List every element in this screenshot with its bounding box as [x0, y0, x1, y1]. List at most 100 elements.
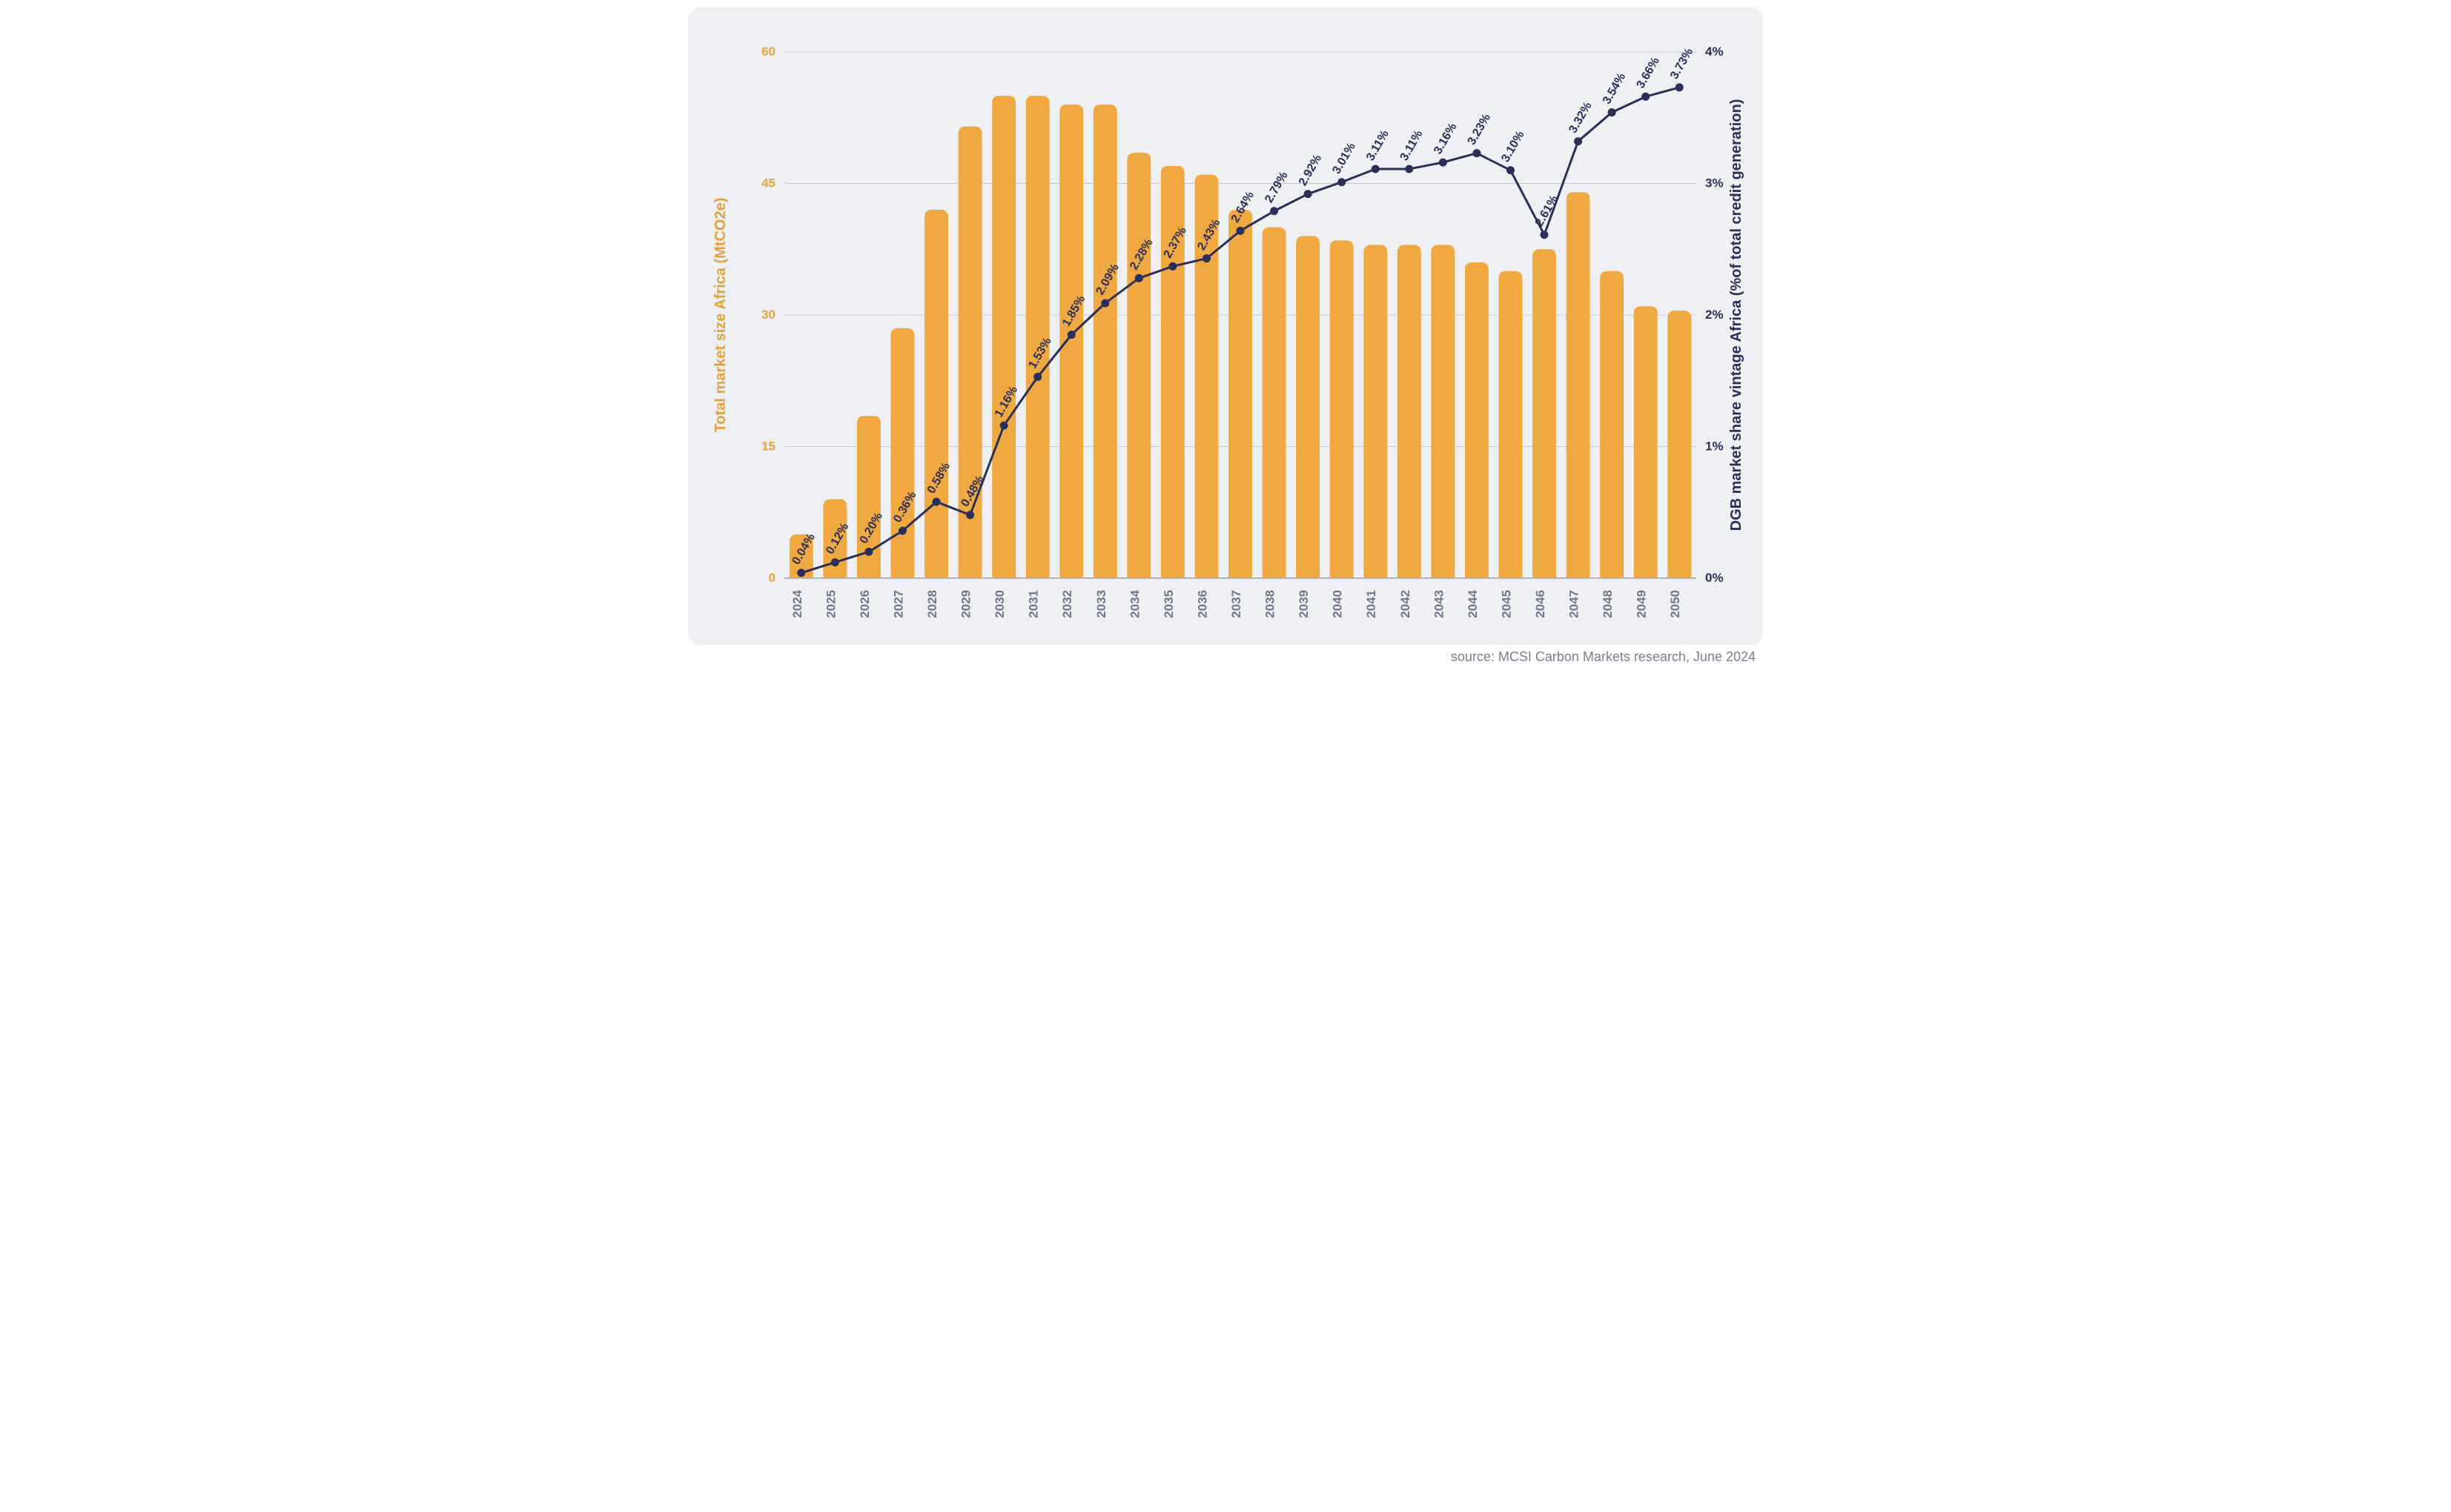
svg-text:60: 60 — [761, 44, 775, 59]
line-marker — [831, 559, 838, 566]
x-tick-label: 2025 — [824, 590, 838, 618]
bar — [1667, 311, 1691, 578]
x-tick-label: 2030 — [993, 590, 1007, 618]
bar — [1363, 245, 1387, 578]
bar — [1330, 240, 1354, 578]
x-tick-label: 2029 — [959, 590, 973, 618]
line-marker — [1304, 190, 1312, 198]
x-tick-label: 2044 — [1466, 589, 1480, 617]
bar — [1532, 249, 1556, 578]
bar — [992, 96, 1016, 578]
chart-card: 0153045600%1%2%3%4%0.04%0.12%0.20%0.36%0… — [688, 7, 1763, 645]
x-tick-label: 2034 — [1128, 589, 1142, 617]
data-label: 3.73% — [1668, 46, 1696, 82]
line-marker — [899, 527, 906, 534]
line-marker — [1575, 138, 1582, 145]
line-marker — [1102, 299, 1109, 307]
svg-text:0%: 0% — [1705, 571, 1724, 585]
x-tick-label: 2038 — [1263, 590, 1277, 618]
x-tick-label: 2033 — [1094, 590, 1108, 618]
bar — [1127, 153, 1151, 578]
line-marker — [1237, 227, 1244, 234]
bar — [1026, 96, 1050, 578]
line-marker — [1000, 422, 1008, 429]
line-marker — [1372, 165, 1379, 173]
data-label: 3.11% — [1364, 128, 1392, 163]
data-label: 2.61% — [1533, 193, 1561, 229]
x-tick-label: 2049 — [1635, 590, 1649, 618]
line-marker — [1406, 165, 1413, 173]
line-marker — [1068, 331, 1075, 339]
svg-text:1%: 1% — [1705, 440, 1724, 454]
svg-text:2%: 2% — [1705, 308, 1724, 322]
combo-chart: 0153045600%1%2%3%4%0.04%0.12%0.20%0.36%0… — [688, 7, 1763, 645]
x-tick-label: 2046 — [1533, 590, 1547, 618]
data-label: 3.16% — [1432, 121, 1459, 156]
line-marker — [1338, 179, 1346, 186]
svg-text:15: 15 — [761, 440, 775, 454]
line-marker — [1135, 274, 1142, 282]
data-label: 2.92% — [1297, 153, 1324, 188]
data-label: 3.10% — [1499, 129, 1526, 165]
x-tick-label: 2031 — [1027, 590, 1041, 618]
data-label: 3.66% — [1634, 56, 1661, 91]
bar — [1296, 236, 1320, 579]
data-label: 3.11% — [1398, 128, 1426, 163]
svg-text:4%: 4% — [1705, 44, 1724, 59]
x-tick-label: 2050 — [1668, 590, 1682, 618]
line-marker — [1203, 255, 1210, 262]
x-tick-label: 2028 — [925, 590, 939, 618]
bar — [1567, 192, 1590, 578]
line-marker — [1676, 84, 1683, 91]
x-tick-label: 2037 — [1229, 590, 1243, 618]
line-marker — [798, 569, 805, 577]
x-tick-label: 2041 — [1364, 590, 1378, 618]
line-marker — [967, 511, 974, 519]
x-tick-label: 2024 — [790, 589, 804, 617]
line-marker — [1541, 231, 1548, 239]
bar — [1059, 105, 1083, 578]
data-label: 3.01% — [1330, 141, 1357, 176]
bar — [1600, 271, 1624, 578]
data-label: 3.23% — [1466, 112, 1493, 147]
line-marker — [865, 548, 873, 556]
y-left-title: Total market size Africa (MtCO2e) — [712, 198, 729, 433]
x-tick-label: 2047 — [1567, 590, 1581, 618]
x-tick-label: 2039 — [1297, 590, 1311, 618]
bar — [1431, 245, 1455, 578]
line-marker — [1473, 150, 1481, 157]
x-tick-label: 2027 — [891, 590, 905, 618]
line-marker — [1169, 262, 1177, 270]
data-label: 2.64% — [1229, 190, 1257, 225]
x-tick-label: 2040 — [1331, 590, 1345, 618]
line-marker — [933, 498, 940, 505]
svg-text:45: 45 — [761, 176, 775, 190]
line-marker — [1506, 167, 1514, 174]
svg-text:0: 0 — [769, 571, 775, 585]
bar — [959, 127, 982, 578]
svg-text:30: 30 — [761, 308, 775, 322]
x-tick-label: 2042 — [1398, 590, 1412, 618]
x-tick-label: 2045 — [1499, 590, 1513, 618]
bar — [1398, 245, 1421, 578]
bar — [1465, 262, 1489, 578]
bar — [1634, 306, 1658, 578]
x-tick-label: 2043 — [1432, 590, 1446, 618]
line-marker — [1439, 159, 1446, 166]
line-marker — [1271, 208, 1278, 215]
bar — [1499, 271, 1523, 578]
x-tick-label: 2032 — [1060, 590, 1074, 618]
x-tick-label: 2035 — [1162, 590, 1176, 618]
bar — [891, 328, 915, 578]
bar — [1228, 210, 1252, 578]
bar — [1094, 105, 1117, 578]
x-tick-label: 2048 — [1601, 590, 1615, 618]
y-right-title: DGB market share vintage Africa (%of tot… — [1728, 99, 1744, 531]
line-marker — [1034, 373, 1042, 380]
line-marker — [1608, 109, 1615, 116]
bar — [1263, 228, 1286, 578]
x-tick-label: 2026 — [858, 590, 872, 618]
line-marker — [1642, 93, 1650, 100]
svg-text:3%: 3% — [1705, 176, 1724, 190]
bar — [924, 210, 948, 578]
